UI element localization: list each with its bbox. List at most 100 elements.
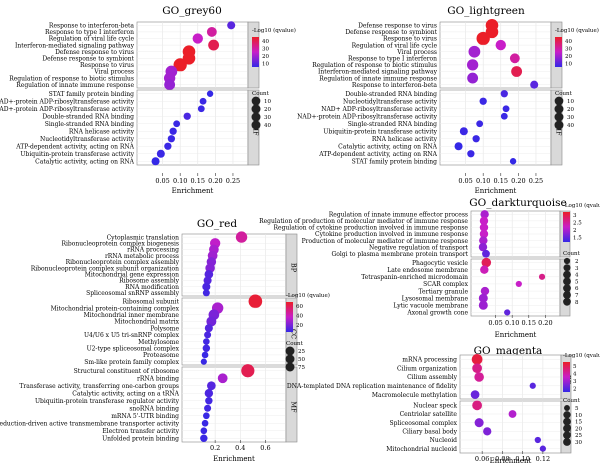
- x-axis-label: Enrichment: [495, 331, 537, 339]
- size-legend-title: Count: [252, 91, 270, 97]
- colorbar-tick-label: 40: [565, 39, 572, 45]
- data-point: [459, 127, 468, 136]
- facet-label: BP: [290, 263, 298, 273]
- term-label: NAD+-protein ADP-ribosyltransferase acti…: [0, 98, 135, 105]
- term-label: mRNA processing: [402, 357, 457, 364]
- data-point: [502, 105, 510, 113]
- size-legend-label: 15: [575, 420, 582, 426]
- data-point: [500, 112, 508, 120]
- data-point: [476, 120, 484, 128]
- term-label: Regulation of production of molecular me…: [259, 218, 468, 225]
- data-point: [192, 33, 203, 44]
- size-legend-dot: [554, 104, 564, 114]
- colorbar-tick-label: 30: [565, 46, 572, 52]
- colorbar-tick-label: 2.5: [573, 221, 582, 227]
- term-label: Tertiary granule: [418, 288, 468, 295]
- term-label: Electron transfer activity: [102, 428, 179, 435]
- term-label: Regulation of response to biotic stimulu…: [9, 75, 134, 82]
- data-point: [467, 72, 479, 84]
- data-point: [200, 427, 208, 435]
- data-point: [173, 120, 181, 128]
- colorbar-tick-label: 20: [296, 323, 303, 329]
- size-legend-dot: [563, 264, 571, 272]
- term-label: RNA helicase activity: [372, 136, 438, 143]
- term-label: NAD+-protein ADP-ribosyltransferase acti…: [0, 106, 135, 113]
- x-tick-label: 0.05: [155, 177, 169, 185]
- term-label: Interferon-mediated signaling pathway: [318, 69, 438, 76]
- data-point: [204, 331, 212, 339]
- size-legend-dot: [563, 277, 571, 286]
- term-label: U4/U6 x U5 tri-snRNP complex: [84, 332, 180, 339]
- colorbar: [252, 37, 259, 67]
- data-point: [204, 324, 213, 333]
- term-label: Ubiquitin-protein transferase activity: [20, 151, 134, 158]
- size-legend-label: 10: [567, 99, 574, 105]
- data-point: [479, 223, 489, 232]
- data-point: [508, 410, 517, 418]
- size-legend-label: 7: [575, 293, 579, 299]
- x-axis-label: Enrichment: [490, 457, 532, 465]
- term-label: ATP-dependent activity, acting on RNA: [15, 143, 134, 150]
- data-point: [164, 142, 172, 150]
- size-legend-label: 5: [575, 406, 579, 412]
- data-point: [200, 434, 208, 442]
- term-label: Cytoplasmic translation: [107, 234, 180, 241]
- data-point: [199, 97, 207, 105]
- data-point: [202, 289, 210, 297]
- term-label: mRNA 5'-UTR binding: [111, 413, 179, 420]
- term-label: Catalytic activity, acting on RNA: [35, 158, 134, 165]
- data-point: [471, 354, 483, 365]
- size-legend-dot: [563, 291, 571, 299]
- panel-frame: [136, 89, 249, 166]
- data-point: [208, 39, 220, 51]
- term-label: Ribonucleoprotein complex assembly: [66, 259, 180, 266]
- colorbar: [286, 302, 293, 332]
- term-label: ATP-dependent activity, acting on RNA: [318, 151, 437, 158]
- size-legend-dot: [563, 411, 571, 419]
- colorbar-tick-label: 40: [262, 39, 269, 45]
- colorbar-tick-label: 2: [573, 228, 577, 234]
- data-point: [200, 358, 207, 365]
- data-point: [481, 257, 492, 268]
- term-label: Oxidoreduction-driven active transmembra…: [0, 420, 180, 427]
- term-label: Methylosome: [138, 339, 179, 346]
- data-point: [197, 105, 205, 113]
- data-point: [480, 286, 490, 296]
- chart-title: GO_lightgreen: [447, 5, 525, 17]
- term-label: Regulation of cytokine production involv…: [274, 225, 469, 232]
- x-axis-label: Enrichment: [213, 455, 255, 463]
- data-point: [472, 135, 480, 143]
- size-legend-dot: [563, 417, 571, 426]
- color-legend-title: -Log10 (qvalue): [286, 292, 330, 299]
- data-point: [482, 249, 490, 258]
- data-point: [472, 400, 482, 411]
- term-label: rRNA processing: [127, 247, 179, 254]
- data-point: [530, 80, 539, 89]
- size-legend-label: 75: [298, 365, 305, 371]
- term-label: Production of molecular mediator of immu…: [302, 238, 469, 245]
- chart-go-lightgreen: GO_lightgreen Defense response to virusDe…: [297, 5, 599, 195]
- colorbar-tick-label: 4: [573, 371, 577, 377]
- data-point: [483, 427, 492, 436]
- x-tick-label: 0.15: [522, 319, 536, 327]
- facet-label: MF: [555, 124, 563, 136]
- colorbar-tick-label: 3: [573, 379, 577, 385]
- size-legend-label: 20: [567, 107, 574, 113]
- x-tick-label: 0.15: [191, 177, 205, 185]
- x-axis-label: Enrichment: [172, 187, 214, 195]
- data-point: [202, 282, 211, 291]
- term-label: Response to virus: [383, 36, 437, 43]
- term-label: STAT family protein binding: [49, 91, 135, 98]
- term-label: Regulation of response to biotic stimulu…: [312, 62, 437, 69]
- data-point: [534, 436, 541, 444]
- term-label: SCAR complex: [423, 281, 468, 288]
- data-point: [201, 419, 209, 427]
- x-axis-label: Enrichment: [475, 187, 517, 195]
- term-label: Defense response to symbiont: [345, 29, 437, 36]
- term-label: Defense response to virus: [55, 49, 134, 56]
- x-tick-label: 0.15: [494, 177, 508, 185]
- colorbar-tick-label: 10: [262, 61, 269, 67]
